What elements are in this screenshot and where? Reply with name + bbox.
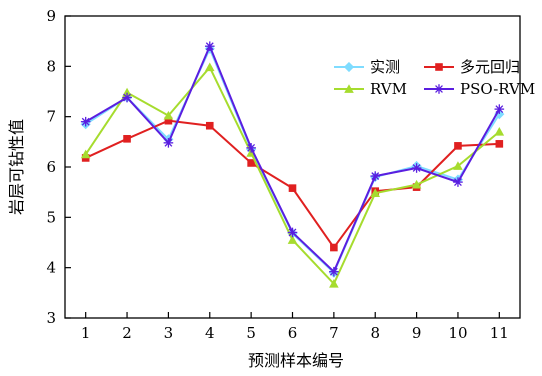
data-point: [80, 116, 91, 127]
y-axis-title: 岩层可钻性值: [7, 119, 26, 215]
legend-entry: PSO-RVM: [424, 80, 535, 98]
asterisk-stroke: [123, 93, 131, 102]
data-point: [370, 171, 381, 181]
x-tick-label: 10: [448, 324, 467, 342]
data-point: [287, 227, 298, 238]
x-tick-label: 7: [329, 324, 339, 342]
data-point: [163, 110, 174, 120]
asterisk-stroke: [454, 178, 462, 187]
data-point: [494, 126, 505, 136]
axes: 3 4 5 6 7 8 9 1 2 3 4 5 6 7 8 9 10 11: [46, 7, 521, 342]
series-lines: [80, 41, 505, 288]
legend-swatch-marker: [435, 63, 443, 71]
asterisk-stroke: [435, 85, 443, 93]
y-tick-label: 4: [46, 259, 56, 277]
data-point: [204, 62, 215, 72]
data-point: [329, 266, 339, 277]
asterisk-stroke: [371, 172, 380, 180]
data-point: [164, 116, 173, 125]
legend-label: 多元回归: [460, 58, 520, 76]
data-point: [287, 235, 298, 244]
data-point: [411, 179, 422, 189]
y-tick-label: 8: [46, 57, 56, 75]
asterisk-stroke: [164, 138, 173, 147]
series-triangle: [80, 62, 505, 288]
data-point: [80, 149, 91, 159]
y-tick-label: 5: [46, 208, 56, 226]
legend-entry: 实测: [334, 58, 400, 76]
data-point: [246, 143, 256, 153]
x-tick-label: 9: [412, 324, 422, 342]
y-tick-label: 6: [46, 158, 56, 176]
data-point: [123, 135, 131, 143]
legend-label: 实测: [370, 58, 400, 76]
data-point: [122, 92, 132, 103]
asterisk-stroke: [81, 117, 90, 126]
data-point: [453, 177, 463, 187]
asterisk-stroke: [247, 143, 256, 152]
data-point: [453, 161, 463, 170]
x-axis-title: 预测样本编号: [248, 351, 344, 370]
series-asterisk: [80, 41, 505, 277]
x-tick-label: 11: [490, 324, 509, 342]
x-tick-label: 8: [370, 324, 380, 342]
legend-label: RVM: [370, 80, 407, 98]
data-point: [370, 188, 381, 198]
x-tick-label: 5: [246, 324, 256, 342]
asterisk-stroke: [412, 164, 421, 172]
data-point: [454, 142, 462, 150]
x-tick-label: 3: [164, 324, 174, 342]
asterisk-stroke: [495, 105, 504, 114]
data-point: [205, 121, 214, 130]
asterisk-stroke: [329, 267, 338, 276]
x-tick-label: 4: [205, 324, 215, 342]
y-tick-label: 9: [46, 7, 56, 25]
data-point: [247, 159, 255, 167]
data-point: [495, 140, 504, 148]
asterisk-stroke: [288, 228, 297, 237]
legend-label: PSO-RVM: [460, 80, 535, 98]
data-point: [163, 138, 174, 148]
asterisk-stroke: [205, 42, 214, 51]
legend-swatch-marker: [344, 84, 354, 93]
x-tick-label: 6: [288, 324, 298, 342]
y-tick-label: 3: [46, 309, 56, 327]
plot-frame: [64, 15, 521, 319]
y-tick-label: 7: [46, 108, 56, 126]
x-tick-label: 2: [122, 324, 132, 342]
legend-swatch-marker: [343, 61, 355, 73]
legend: 实测 多元回归 RVM PSO-RVM: [334, 58, 535, 98]
data-point: [411, 163, 422, 173]
data-point: [122, 87, 132, 97]
data-point: [288, 184, 297, 192]
legend-entry: RVM: [334, 80, 407, 98]
x-tick-label: 1: [81, 324, 91, 342]
data-point: [494, 104, 505, 114]
data-point: [329, 278, 339, 288]
data-point: [330, 243, 338, 252]
data-point: [204, 41, 215, 51]
legend-swatch-marker: [434, 84, 444, 94]
legend-entry: 多元回归: [424, 58, 520, 76]
